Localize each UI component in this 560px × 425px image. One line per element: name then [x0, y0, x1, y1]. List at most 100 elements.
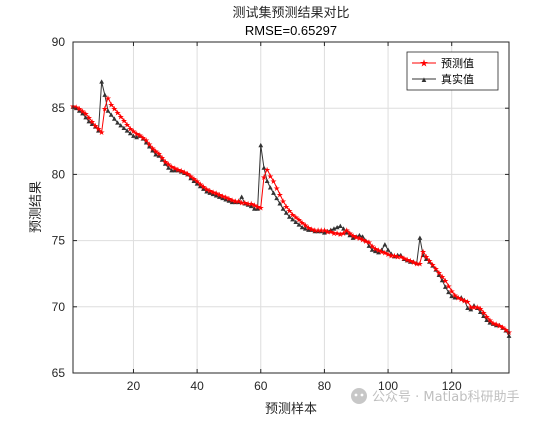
data-point — [490, 321, 496, 326]
data-point: ★ — [334, 229, 341, 238]
data-point: ★ — [362, 237, 369, 246]
series-line — [72, 96, 510, 333]
data-point: ★ — [139, 134, 146, 143]
data-point — [344, 230, 350, 235]
data-point: ★ — [451, 291, 458, 300]
wechat-logo-icon — [351, 388, 367, 404]
x-tick-label: 40 — [190, 379, 204, 393]
data-point: ★ — [314, 226, 321, 235]
data-point — [331, 226, 337, 231]
data-point — [322, 230, 327, 235]
data-point — [261, 165, 267, 170]
y-tick-label: 65 — [52, 366, 66, 380]
data-point: ★ — [229, 196, 236, 205]
data-point — [337, 223, 343, 228]
data-point — [236, 199, 241, 205]
data-point — [185, 172, 190, 177]
data-point — [417, 235, 423, 240]
data-point — [382, 242, 388, 247]
data-point: ★ — [467, 303, 474, 312]
data-point: ★ — [187, 172, 194, 181]
data-point — [407, 259, 413, 264]
data-point: ★ — [400, 254, 407, 263]
data-point: ★ — [264, 165, 271, 174]
data-point — [392, 254, 397, 259]
data-point: ★ — [305, 224, 312, 233]
data-point — [242, 201, 248, 206]
plot-area — [73, 42, 509, 373]
data-point — [232, 199, 238, 205]
data-point: ★ — [79, 107, 86, 116]
ticks: 20 40 60 80 100 120 65 70 75 80 85 90 — [52, 35, 509, 393]
data-point — [76, 108, 82, 113]
data-point: ★ — [85, 114, 92, 123]
data-point — [452, 295, 458, 300]
data-point — [296, 222, 302, 227]
data-point: ★ — [337, 230, 344, 239]
data-point — [290, 217, 295, 222]
data-point — [318, 228, 324, 234]
data-point — [226, 198, 232, 203]
watermark: 公众号 · Matlab科研助手 — [351, 388, 520, 405]
data-point: ★ — [146, 140, 153, 149]
data-point: ★ — [136, 131, 143, 140]
data-point: ★ — [318, 226, 325, 235]
chart-subtitle: RMSE=0.65297 — [245, 23, 337, 38]
data-point: ★ — [283, 202, 290, 211]
data-point — [143, 140, 149, 145]
data-point — [366, 243, 372, 248]
data-point — [191, 178, 197, 183]
data-point: ★ — [168, 163, 175, 172]
data-point — [169, 168, 175, 173]
data-point: ★ — [95, 124, 102, 133]
data-point: ★ — [76, 104, 83, 113]
data-point — [146, 144, 152, 149]
data-point — [166, 165, 171, 170]
data-point — [341, 226, 346, 231]
data-point: ★ — [279, 197, 286, 206]
data-point — [153, 152, 159, 157]
data-point — [188, 175, 194, 181]
data-point — [271, 190, 276, 195]
y-axis-label: 预测结果 — [29, 181, 44, 233]
data-point: ★ — [302, 221, 309, 230]
data-point: ★ — [324, 228, 331, 237]
x-tick-label: 60 — [254, 379, 268, 393]
data-point: ★ — [346, 229, 353, 238]
data-point: ★ — [461, 296, 468, 305]
data-point: ★ — [248, 200, 255, 209]
data-point — [115, 120, 120, 125]
data-point — [80, 111, 85, 116]
data-point: ★ — [502, 326, 509, 335]
data-point: ★ — [356, 234, 363, 243]
data-point: ★ — [225, 194, 232, 203]
data-point — [229, 199, 235, 205]
data-point: ★ — [445, 282, 452, 291]
data-point — [201, 186, 206, 191]
data-point: ★ — [178, 167, 185, 176]
data-point: ★ — [120, 116, 127, 125]
data-point: ★ — [260, 173, 267, 182]
data-point — [252, 206, 257, 211]
data-point — [280, 206, 286, 211]
y-tick-label: 85 — [52, 101, 66, 115]
data-point: ★ — [416, 259, 423, 268]
data-point: ★ — [349, 232, 356, 241]
data-point — [306, 227, 311, 232]
data-point: ★ — [295, 216, 302, 225]
data-point — [118, 123, 124, 128]
data-point: ★ — [159, 153, 166, 162]
data-point: ★ — [343, 226, 350, 235]
data-point: ★ — [397, 253, 404, 262]
data-point — [102, 92, 108, 97]
data-point: ★ — [477, 304, 484, 313]
data-point — [299, 224, 305, 230]
y-tick-label: 80 — [52, 167, 66, 181]
data-point — [210, 191, 216, 197]
data-point — [181, 170, 187, 175]
data-point: ★ — [308, 225, 315, 234]
data-point: ★ — [273, 184, 280, 193]
data-point: ★ — [458, 295, 465, 304]
data-point: ★ — [490, 319, 497, 328]
data-point — [86, 119, 92, 124]
